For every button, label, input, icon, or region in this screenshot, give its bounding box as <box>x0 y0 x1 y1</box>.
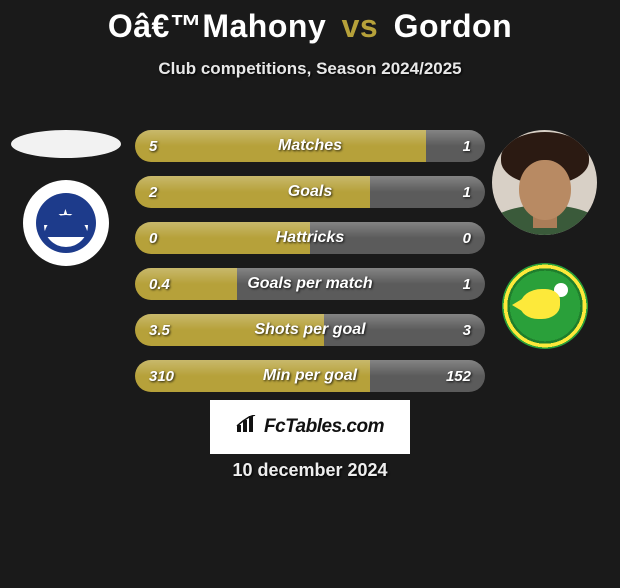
left-column: ★ <box>8 130 123 266</box>
stat-right-value: 1 <box>463 176 471 208</box>
comparison-bars: 5Matches1 2Goals1 0Hattricks0 0.4Goals per … <box>135 130 485 392</box>
page-title: Oâ€™Mahony vs Gordon <box>0 8 620 45</box>
stat-left-value: 0.4 <box>149 268 170 300</box>
date-text: 10 december 2024 <box>0 460 620 481</box>
stat-right-value: 3 <box>463 314 471 346</box>
stat-right-value: 1 <box>463 268 471 300</box>
player1-club-crest-icon: ★ <box>23 180 109 266</box>
title-vs: vs <box>342 8 379 44</box>
stat-left-value: 0 <box>149 222 157 254</box>
stat-bar: 3.5Shots per goal3 <box>135 314 485 346</box>
brand-text: FcTables.com <box>264 416 384 438</box>
stat-right-value: 0 <box>463 222 471 254</box>
brand-badge: FcTables.com <box>210 400 410 454</box>
stat-right-value: 1 <box>463 130 471 162</box>
stat-left-value: 2 <box>149 176 157 208</box>
stat-bar: 310Min per goal152 <box>135 360 485 392</box>
right-column <box>487 130 602 349</box>
stat-left-value: 310 <box>149 360 174 392</box>
crescent-icon <box>44 225 88 247</box>
stat-bar: 0Hattricks0 <box>135 222 485 254</box>
stat-bar: 0.4Goals per match1 <box>135 268 485 300</box>
title-player2: Gordon <box>394 8 513 44</box>
stat-right-value: 152 <box>446 360 471 392</box>
title-player1: Oâ€™Mahony <box>108 8 326 44</box>
brand-logo-icon <box>236 415 258 439</box>
stat-left-value: 3.5 <box>149 314 170 346</box>
stat-bar: 5Matches1 <box>135 130 485 162</box>
player1-photo-placeholder <box>11 130 121 158</box>
stat-left-value: 5 <box>149 130 157 162</box>
subtitle: Club competitions, Season 2024/2025 <box>0 59 620 79</box>
player2-club-crest-icon <box>502 263 588 349</box>
stat-bar: 2Goals1 <box>135 176 485 208</box>
player2-photo <box>492 130 597 235</box>
